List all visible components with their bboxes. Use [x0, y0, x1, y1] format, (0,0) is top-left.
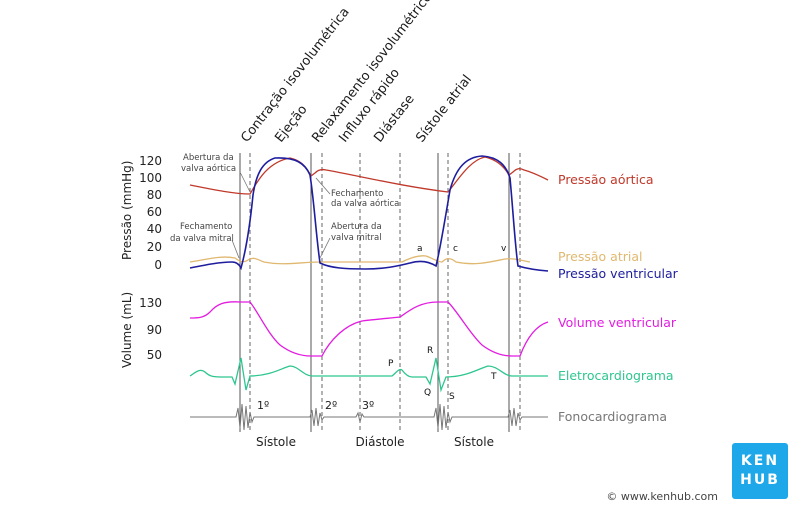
period-label-systole: Sístole [256, 435, 296, 449]
heart-sound-labels: 1º 2º 3º [257, 399, 374, 412]
logo-line-2: HUB [740, 472, 780, 488]
pressure-tick: 40 [147, 222, 162, 236]
volume-tick: 50 [147, 348, 162, 362]
wave-label-c: c [453, 244, 458, 254]
heart-sound-third: 3º [362, 399, 374, 412]
annotation-pointer [231, 239, 240, 259]
copyright-footer: © www.kenhub.com [606, 490, 718, 503]
ecg-label-t: T [490, 372, 497, 382]
annotation-pointer [239, 171, 251, 193]
ecg-curve [189, 357, 548, 393]
series-label-ventricular-volume: Volume ventricular [558, 315, 677, 330]
series-label-ventricular-pressure: Pressão ventricular [558, 266, 679, 281]
volume-axis-label: Volume (mL) [120, 292, 134, 368]
period-label-systole: Sístole [454, 435, 494, 449]
pressure-tick: 20 [147, 240, 162, 254]
heart-sound-second: 2º [325, 399, 337, 412]
heart-sound-first: 1º [257, 399, 269, 412]
phase-label-atrial-systole: Sístole atrial [413, 72, 475, 145]
wave-label-v: v [501, 244, 507, 254]
pressure-tick: 100 [139, 171, 162, 185]
ventricular-pressure-curve [189, 155, 549, 272]
volume-tick: 90 [147, 323, 162, 337]
wave-labels: a c v P R Q S T [388, 244, 507, 402]
ventricular-volume-curve [189, 301, 549, 357]
annotation-aortic-valve-opening: Abertura da [183, 153, 234, 163]
ecg-label-q: Q [424, 388, 431, 398]
wave-label-a: a [417, 244, 423, 254]
series-label-phonocardiogram: Fonocardiograma [558, 409, 667, 424]
aortic-pressure-curve [189, 156, 549, 195]
annotation-mitral-valve-closing: Fechamento [180, 222, 232, 232]
series-label-aortic-pressure: Pressão aórtica [558, 172, 654, 187]
phonocardiogram-curve [190, 403, 548, 431]
phase-labels: Contração isovolumétrica Ejeção Relaxame… [238, 0, 475, 145]
phase-lines [239, 153, 521, 432]
pressure-tick: 80 [147, 188, 162, 202]
atrial-pressure-curve [189, 255, 531, 265]
series-labels: Pressão aórtica Pressão atrial Pressão v… [558, 172, 679, 424]
annotation-aortic-valve-opening: valva aórtica [181, 163, 236, 174]
annotation-pointer [319, 237, 331, 259]
pressure-tick: 60 [147, 205, 162, 219]
annotation-aortic-valve-closing: da valva aórtica [331, 198, 399, 209]
series-label-atrial-pressure: Pressão atrial [558, 249, 643, 264]
ecg-label-s: S [449, 392, 455, 402]
pressure-axis: Pressão (mmHg) 120 100 80 60 40 20 0 [120, 154, 162, 272]
pressure-tick: 0 [154, 258, 162, 272]
annotation-pointer [315, 177, 331, 195]
valve-annotations: Abertura da valva aórtica Fechamento da … [170, 153, 399, 259]
logo-line-1: KEN [740, 453, 780, 469]
volume-tick: 130 [139, 296, 162, 310]
kenhub-logo[interactable]: KEN HUB [732, 443, 788, 499]
ecg-label-p: P [388, 359, 394, 369]
annotation-aortic-valve-closing: Fechamento [331, 189, 383, 199]
ecg-label-r: R [427, 346, 433, 356]
period-labels: Sístole Diástole Sístole [256, 435, 494, 449]
period-label-diastole: Diástole [356, 435, 405, 449]
pressure-axis-label: Pressão (mmHg) [120, 161, 134, 260]
volume-axis: Volume (mL) 130 90 50 [120, 292, 162, 368]
annotation-mitral-valve-opening: Abertura da [331, 222, 382, 232]
series-label-ecg: Eletrocardiograma [558, 368, 674, 383]
annotation-mitral-valve-opening: valva mitral [331, 233, 382, 243]
annotation-mitral-valve-closing: da valva mitral [170, 234, 234, 244]
pressure-tick: 120 [139, 154, 162, 168]
